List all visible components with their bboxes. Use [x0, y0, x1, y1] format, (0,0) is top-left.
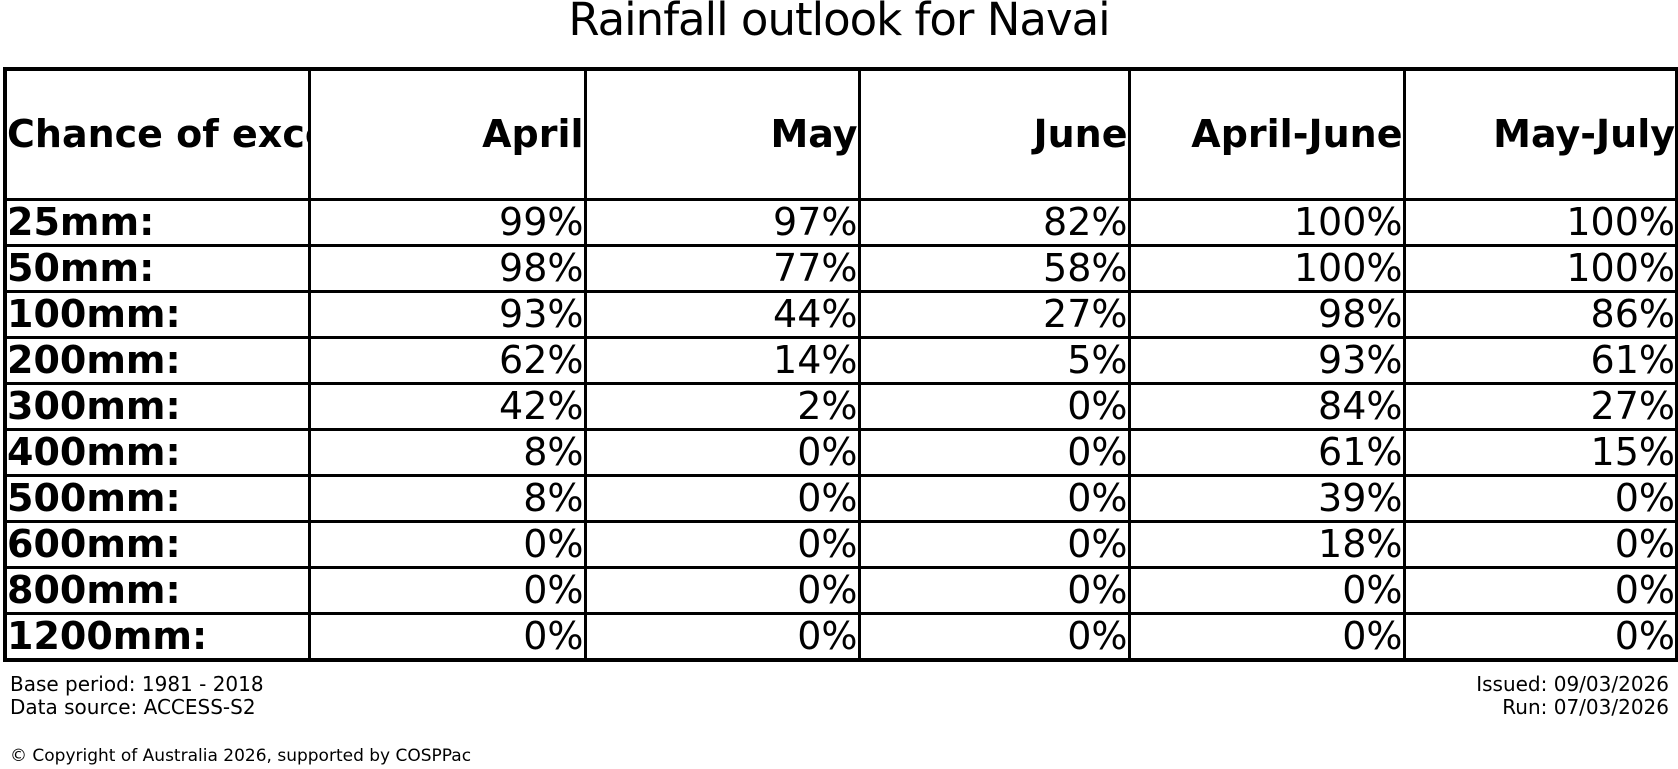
table-row: 300mm: 42% 2% 0% 84% 27%: [3, 381, 1678, 431]
probability-value: 61%: [1127, 427, 1406, 477]
threshold-label: 25mm:: [3, 197, 311, 247]
probability-value: 0%: [1402, 565, 1678, 615]
probability-value: 0%: [307, 519, 587, 569]
copyright-text: © Copyright of Australia 2026, supported…: [10, 746, 472, 766]
probability-value: 98%: [307, 243, 587, 293]
page-title: Rainfall outlook for Navai: [568, 0, 1110, 46]
probability-value: 0%: [857, 519, 1131, 569]
table-row: 200mm: 62% 14% 5% 93% 61%: [3, 335, 1678, 385]
probability-value: 0%: [857, 565, 1131, 615]
footer-left: Base period: 1981 - 2018 Data source: AC…: [10, 673, 264, 719]
threshold-label: 100mm:: [3, 289, 311, 339]
table-header-row: Chance of exceeding a threshold: AprilMa…: [3, 67, 1678, 201]
probability-value: 0%: [307, 565, 587, 615]
probability-value: 62%: [307, 335, 587, 385]
probability-value: 100%: [1402, 197, 1678, 247]
probability-value: 14%: [583, 335, 861, 385]
probability-value: 0%: [1402, 473, 1678, 523]
threshold-label: 600mm:: [3, 519, 311, 569]
probability-value: 97%: [583, 197, 861, 247]
probability-value: 93%: [1127, 335, 1406, 385]
probability-value: 15%: [1402, 427, 1678, 477]
probability-value: 2%: [583, 381, 861, 431]
probability-value: 8%: [307, 427, 587, 477]
probability-value: 0%: [857, 427, 1131, 477]
threshold-label: 400mm:: [3, 427, 311, 477]
probability-value: 27%: [1402, 381, 1678, 431]
probability-value: 100%: [1127, 243, 1406, 293]
probability-value: 0%: [1402, 611, 1678, 661]
column-header-april: April: [307, 67, 587, 201]
probability-value: 82%: [857, 197, 1131, 247]
issued-date-text: Issued: 09/03/2026: [1476, 672, 1669, 696]
probability-value: 0%: [857, 611, 1131, 661]
footer-right: Issued: 09/03/2026 Run: 07/03/2026: [1476, 673, 1669, 719]
probability-value: 5%: [857, 335, 1131, 385]
probability-value: 0%: [583, 427, 861, 477]
probability-value: 27%: [857, 289, 1131, 339]
threshold-label: 1200mm:: [3, 611, 311, 661]
corner-header-chance-of-exceeding: Chance of exceeding a threshold:: [3, 67, 311, 201]
threshold-label: 500mm:: [3, 473, 311, 523]
threshold-label: 800mm:: [3, 565, 311, 615]
column-header-april-june: April-June: [1127, 67, 1406, 201]
probability-value: 0%: [857, 381, 1131, 431]
probability-value: 58%: [857, 243, 1131, 293]
table-row: 25mm: 99% 97% 82% 100% 100%: [3, 197, 1678, 247]
probability-value: 0%: [857, 473, 1131, 523]
table-row: 1200mm: 0% 0% 0% 0% 0%: [3, 611, 1678, 661]
column-header-may: May: [583, 67, 861, 201]
probability-value: 0%: [1402, 519, 1678, 569]
probability-value: 98%: [1127, 289, 1406, 339]
probability-value: 0%: [583, 519, 861, 569]
probability-value: 99%: [307, 197, 587, 247]
threshold-label: 200mm:: [3, 335, 311, 385]
probability-value: 93%: [307, 289, 587, 339]
probability-value: 44%: [583, 289, 861, 339]
base-period-text: Base period: 1981 - 2018: [10, 672, 264, 696]
probability-value: 86%: [1402, 289, 1678, 339]
table-body: 25mm: 99% 97% 82% 100% 100% 50mm: 98% 77% 58% 100%…: [3, 197, 1678, 661]
table-row: 800mm: 0% 0% 0% 0% 0%: [3, 565, 1678, 615]
probability-value: 0%: [583, 473, 861, 523]
threshold-label: 300mm:: [3, 381, 311, 431]
probability-value: 42%: [307, 381, 587, 431]
probability-value: 0%: [1127, 565, 1406, 615]
data-source-text: Data source: ACCESS-S2: [10, 695, 256, 719]
probability-value: 0%: [583, 565, 861, 615]
probability-value: 0%: [307, 611, 587, 661]
table-row: 600mm: 0% 0% 0% 18% 0%: [3, 519, 1678, 569]
table-row: 400mm: 8% 0% 0% 61% 15%: [3, 427, 1678, 477]
probability-value: 61%: [1402, 335, 1678, 385]
rainfall-outlook-table: Chance of exceeding a threshold: AprilMa…: [3, 67, 1678, 662]
probability-value: 8%: [307, 473, 587, 523]
table-row: 500mm: 8% 0% 0% 39% 0%: [3, 473, 1678, 523]
probability-value: 0%: [583, 611, 861, 661]
probability-value: 39%: [1127, 473, 1406, 523]
column-header-june: June: [857, 67, 1131, 201]
probability-value: 84%: [1127, 381, 1406, 431]
probability-value: 18%: [1127, 519, 1406, 569]
table-row: 50mm: 98% 77% 58% 100% 100%: [3, 243, 1678, 293]
probability-value: 77%: [583, 243, 861, 293]
column-header-may-july: May-July: [1402, 67, 1678, 201]
threshold-label: 50mm:: [3, 243, 311, 293]
probability-value: 100%: [1402, 243, 1678, 293]
probability-value: 0%: [1127, 611, 1406, 661]
probability-value: 100%: [1127, 197, 1406, 247]
run-date-text: Run: 07/03/2026: [1502, 695, 1669, 719]
table-row: 100mm: 93% 44% 27% 98% 86%: [3, 289, 1678, 339]
